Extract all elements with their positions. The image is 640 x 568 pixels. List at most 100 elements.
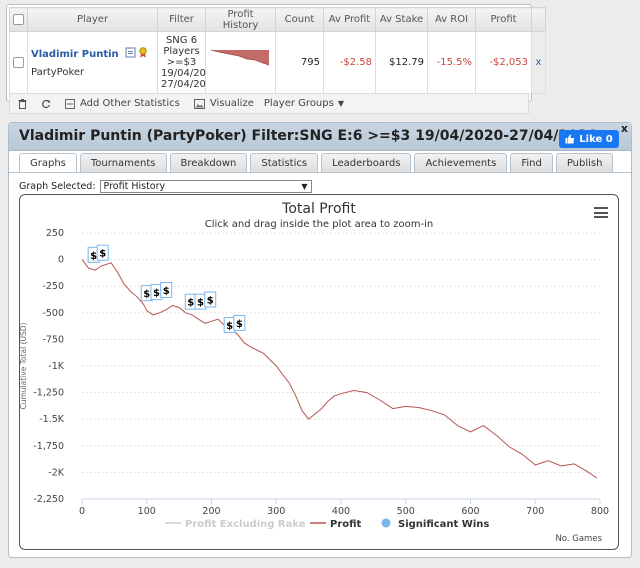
graph-select-value: Profit History: [103, 181, 166, 192]
tab-achievements[interactable]: Achievements: [414, 153, 508, 172]
trash-icon: [18, 98, 27, 109]
legend-item-label: Profit Excluding Rake: [185, 519, 306, 530]
column-header-remove: [531, 7, 546, 32]
tab-statistics[interactable]: Statistics: [250, 153, 319, 172]
filter-cell: SNG 6 Players >=$3 19/04/20 27/04/20: [157, 31, 206, 94]
y-tick-label: 250: [46, 228, 64, 239]
significant-win-label: $: [163, 286, 170, 297]
significant-win-label: $: [187, 298, 194, 309]
x-tick-label: 400: [332, 506, 350, 517]
significant-win-flag[interactable]: [160, 281, 173, 298]
column-header-av-stake[interactable]: Av Stake: [375, 7, 428, 32]
significant-win-label: $: [207, 296, 214, 307]
filter-line: 27/04/20: [161, 79, 206, 90]
profit-chart[interactable]: Total Profit Click and drag inside the pl…: [20, 195, 618, 549]
refresh-button[interactable]: [41, 99, 51, 109]
profit-cell: -$2,053: [475, 31, 532, 94]
y-tick-label: -500: [42, 308, 64, 319]
players-table-container: Player Filter Profit History Count Av Pr…: [6, 4, 546, 114]
profit-history-cell[interactable]: [205, 31, 276, 94]
like-label: Like 0: [579, 133, 613, 145]
y-tick-label: -1K: [48, 361, 64, 372]
tab-find[interactable]: Find: [510, 153, 553, 172]
add-other-statistics-button[interactable]: Add Other Statistics: [65, 98, 180, 109]
refresh-icon: [42, 99, 51, 108]
tab-graphs[interactable]: Graphs: [19, 153, 77, 172]
tab-breakdown[interactable]: Breakdown: [169, 153, 248, 172]
y-tick-label: -1.5K: [39, 414, 65, 425]
av-profit-cell: -$2.58: [323, 31, 376, 94]
facebook-like-button[interactable]: Like 0: [559, 130, 619, 148]
significant-win-flag[interactable]: [233, 314, 246, 331]
graph-selected-label: Graph Selected:: [19, 181, 96, 192]
player-graph-panel: Vladimir Puntin (PartyPoker) Filter:SNG …: [8, 122, 632, 558]
filter-line: >=$3: [166, 57, 197, 68]
legend-symbol[interactable]: [381, 518, 391, 528]
series-line-profit[interactable]: [81, 259, 598, 479]
column-header-filter[interactable]: Filter: [157, 7, 206, 32]
player-notes-icon[interactable]: [125, 47, 136, 61]
player-site: PartyPoker: [31, 67, 85, 78]
select-all-checkbox[interactable]: [13, 13, 24, 25]
player-groups-dropdown[interactable]: Player Groups ▼: [264, 98, 344, 109]
thumbs-up-icon: [565, 134, 575, 144]
tab-tournaments[interactable]: Tournaments: [79, 153, 167, 172]
add-stats-icon: [65, 98, 75, 109]
tab-publish[interactable]: Publish: [555, 153, 614, 172]
x-tick-label: 600: [461, 506, 479, 517]
legend-item-label: Significant Wins: [398, 519, 489, 530]
column-header-av-roi[interactable]: Av ROI: [427, 7, 476, 32]
chart-title: Total Profit: [281, 201, 356, 217]
chart-subtitle: Click and drag inside the plot area to z…: [205, 219, 433, 230]
av-roi-cell: -15.5%: [427, 31, 476, 94]
player-groups-label: Player Groups: [263, 98, 334, 109]
y-tick-label: 0: [58, 255, 64, 266]
tab-leaderboards[interactable]: Leaderboards: [321, 153, 412, 172]
filter-line: SNG 6: [165, 35, 198, 46]
table-header-row: Player Filter Profit History Count Av Pr…: [9, 7, 546, 32]
row-checkbox[interactable]: [13, 56, 24, 68]
column-header-profit[interactable]: Profit: [475, 7, 532, 32]
significant-win-label: $: [143, 289, 150, 300]
y-tick-label: -1,250: [33, 388, 64, 399]
select-all-header[interactable]: [9, 7, 28, 32]
visualize-label: Visualize: [209, 98, 254, 109]
significant-win-flag[interactable]: [96, 244, 109, 261]
chart-menu-icon[interactable]: [594, 207, 608, 221]
significant-win-flag[interactable]: [204, 291, 217, 308]
significant-win-label: $: [99, 249, 106, 260]
row-select-cell[interactable]: [9, 31, 28, 94]
significant-win-label: $: [90, 251, 97, 262]
visualize-button[interactable]: Visualize: [193, 98, 254, 109]
graph-selector: Graph Selected: Profit History ▼: [19, 180, 312, 193]
x-tick-label: 300: [267, 506, 285, 517]
profit-history-sparkline[interactable]: [209, 46, 271, 76]
filter-line: 19/04/20: [161, 68, 206, 79]
x-tick-label: 100: [138, 506, 156, 517]
chevron-down-icon: ▼: [337, 99, 344, 108]
x-tick-label: 700: [526, 506, 544, 517]
x-tick-label: 0: [79, 506, 85, 517]
x-tick-label: 500: [397, 506, 415, 517]
filter-line: Players: [163, 46, 200, 57]
panel-title: Vladimir Puntin (PartyPoker) Filter:SNG …: [19, 128, 598, 144]
y-axis-title: Cumulative Total (USD): [20, 322, 28, 409]
count-cell: 795: [275, 31, 324, 94]
tabs-divider: [9, 172, 631, 173]
column-header-av-profit[interactable]: Av Profit: [323, 7, 376, 32]
y-tick-label: -2K: [48, 467, 64, 478]
player-name-link[interactable]: Vladimir Puntin: [31, 48, 119, 60]
column-header-player[interactable]: Player: [27, 7, 158, 32]
table-toolbar: Add Other Statistics Visualize Player Gr…: [9, 94, 529, 114]
remove-row-button[interactable]: x: [531, 31, 546, 94]
column-header-profit-history[interactable]: Profit History: [205, 7, 276, 32]
y-tick-label: -1,750: [33, 441, 64, 452]
panel-header: Vladimir Puntin (PartyPoker) Filter:SNG …: [9, 123, 631, 151]
significant-win-label: $: [153, 288, 160, 299]
column-header-count[interactable]: Count: [275, 7, 324, 32]
significant-win-label: $: [226, 321, 233, 332]
delete-button[interactable]: [18, 98, 27, 109]
graph-select[interactable]: Profit History ▼: [99, 180, 312, 193]
award-icon: [138, 47, 148, 61]
close-panel-button[interactable]: x: [620, 122, 628, 135]
